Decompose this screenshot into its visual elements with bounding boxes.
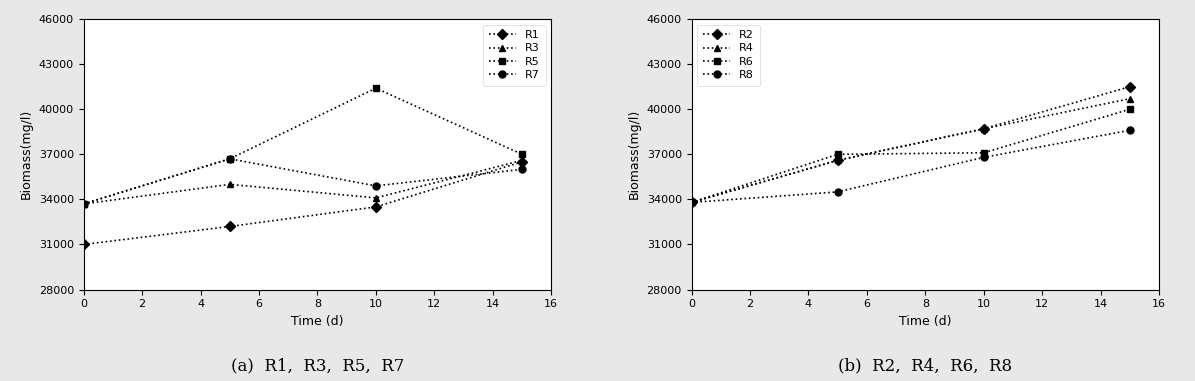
R5: [76, 202, 91, 206]
R1: [76, 242, 91, 247]
Y-axis label: Biomass(mg/l): Biomass(mg/l): [629, 109, 641, 199]
R6: [685, 200, 699, 205]
R5: [369, 86, 384, 90]
R3: [515, 158, 529, 163]
R5: [515, 152, 529, 157]
R4: [685, 200, 699, 205]
Y-axis label: Biomass(mg/l): Biomass(mg/l): [20, 109, 33, 199]
R2: [685, 200, 699, 205]
R4: [976, 126, 991, 131]
R7: [369, 184, 384, 188]
Line: R1: R1: [80, 158, 526, 248]
R1: [515, 160, 529, 164]
Text: (b)  R2,  R4,  R6,  R8: (b) R2, R4, R6, R8: [838, 357, 1012, 374]
R3: [222, 182, 237, 187]
Line: R8: R8: [688, 127, 1133, 206]
R1: [222, 224, 237, 229]
R2: [831, 158, 845, 163]
Line: R7: R7: [80, 155, 526, 207]
R1: [369, 205, 384, 209]
R8: [976, 155, 991, 160]
Line: R2: R2: [688, 83, 1133, 206]
R6: [1123, 107, 1138, 112]
R6: [831, 152, 845, 157]
R3: [369, 195, 384, 200]
R7: [76, 202, 91, 206]
Line: R5: R5: [80, 85, 526, 207]
R3: [76, 202, 91, 206]
Line: R4: R4: [688, 95, 1133, 206]
R2: [976, 126, 991, 131]
X-axis label: Time (d): Time (d): [292, 315, 344, 328]
Text: (a)  R1,  R3,  R5,  R7: (a) R1, R3, R5, R7: [231, 357, 404, 374]
R2: [1123, 85, 1138, 89]
R7: [222, 157, 237, 161]
R7: [515, 167, 529, 171]
R5: [222, 157, 237, 161]
Legend: R2, R4, R6, R8: R2, R4, R6, R8: [697, 25, 760, 86]
R8: [685, 200, 699, 205]
R6: [976, 150, 991, 155]
R8: [1123, 128, 1138, 133]
X-axis label: Time (d): Time (d): [899, 315, 951, 328]
Legend: R1, R3, R5, R7: R1, R3, R5, R7: [483, 25, 546, 86]
Line: R6: R6: [688, 106, 1133, 206]
Line: R3: R3: [80, 157, 526, 207]
R8: [831, 190, 845, 194]
R4: [831, 158, 845, 163]
R4: [1123, 96, 1138, 101]
